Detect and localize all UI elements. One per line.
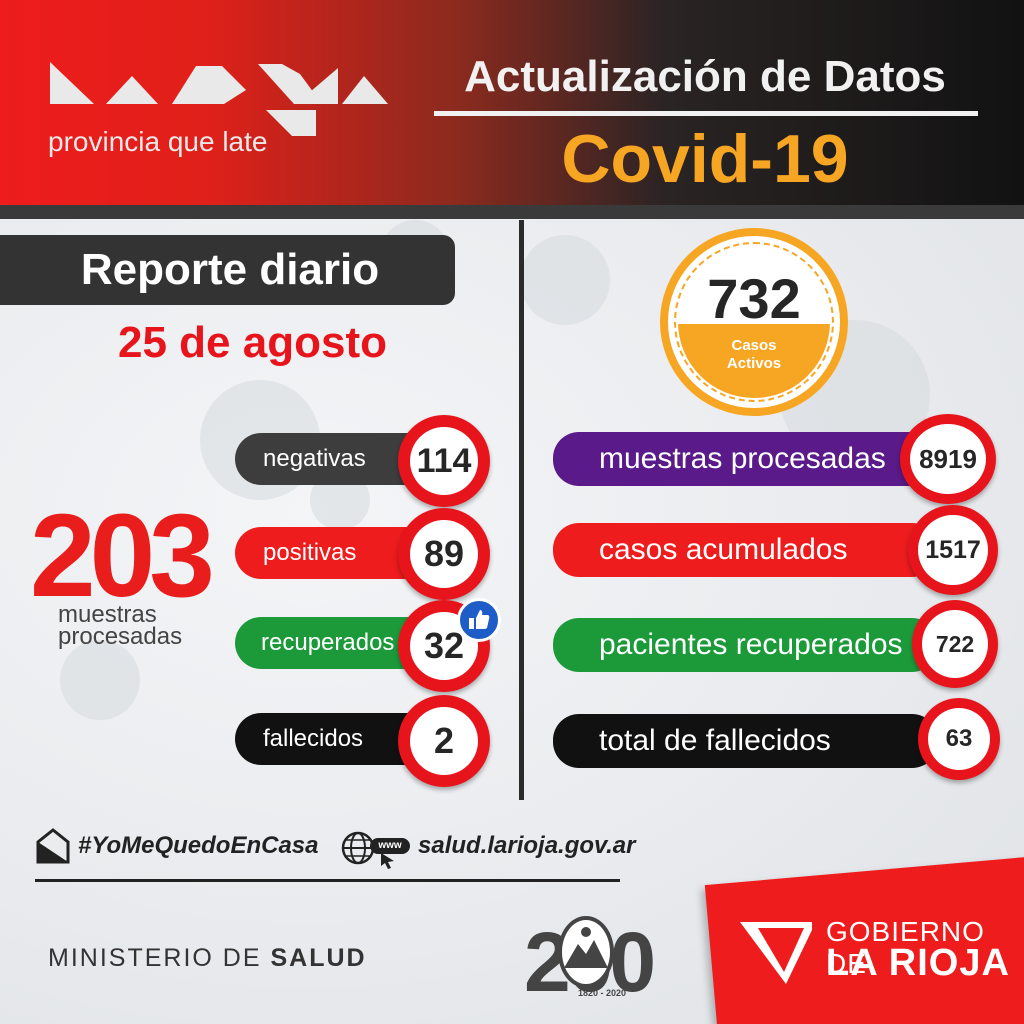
page-subtitle: Covid-19 xyxy=(561,121,849,197)
daily-total-label-line1: muestras xyxy=(58,601,157,628)
daily-item-value: 114 xyxy=(410,427,478,495)
total-item-casos: casos acumulados xyxy=(553,523,938,577)
title-divider xyxy=(434,111,978,116)
total-item-value: 722 xyxy=(922,610,988,678)
government-logo-icon xyxy=(738,918,814,992)
virus-decoration xyxy=(60,640,140,720)
www-badge-label: www xyxy=(378,840,402,851)
total-item-muestras: muestras procesadas xyxy=(553,432,938,486)
daily-item-value: 2 xyxy=(410,707,478,775)
report-title-box: Reporte diario xyxy=(0,235,455,305)
website-link[interactable]: salud.larioja.gov.ar xyxy=(418,832,636,859)
total-value-ring: 8919 xyxy=(900,414,996,504)
active-cases-value: 732 xyxy=(707,267,801,330)
total-value-ring: 1517 xyxy=(908,505,998,595)
daily-total: 203 xyxy=(30,490,215,622)
virus-decoration xyxy=(520,235,610,325)
column-divider xyxy=(519,220,524,800)
total-value-ring: 63 xyxy=(918,698,1000,780)
seal-years: 1820 - 2020 xyxy=(578,988,627,998)
daily-total-label: muestras procesadas xyxy=(58,601,183,650)
active-cases-dashed-ring xyxy=(674,242,834,402)
total-item-label: pacientes recuperados xyxy=(599,628,903,661)
ministry-bold: SALUD xyxy=(270,944,367,972)
active-cases-label: Casos Activos xyxy=(678,337,830,373)
total-value-ring: 722 xyxy=(912,600,998,688)
footer-divider xyxy=(35,879,620,882)
daily-value-ring: 114 xyxy=(398,415,490,507)
hashtag: #YoMeQuedoEnCasa xyxy=(78,832,319,859)
ministry-prefix: MINISTERIO DE xyxy=(48,944,271,972)
www-badge: www xyxy=(370,838,410,854)
daily-item-label: fallecidos xyxy=(263,725,364,752)
daily-item-label: recuperados xyxy=(261,629,395,656)
daily-total-label-line2: procesadas xyxy=(58,623,183,650)
active-cases-label-line1: Casos xyxy=(731,337,777,354)
government-line1: GOBIERNO DE xyxy=(826,916,985,979)
report-date: 25 de agosto xyxy=(118,318,387,367)
mountain-icon xyxy=(558,916,614,988)
daily-item-value: 32 xyxy=(410,612,478,680)
total-item-value: 8919 xyxy=(910,424,986,494)
total-item-value: 63 xyxy=(928,708,990,770)
total-item-fallecidos: total de fallecidos xyxy=(553,714,938,768)
report-title: Reporte diario xyxy=(80,245,380,294)
government-line2: LA RIOJA xyxy=(826,942,1010,984)
house-icon xyxy=(36,828,70,868)
header-shadow xyxy=(0,205,1024,219)
page-title: Actualización de Datos xyxy=(464,52,946,101)
logo-tagline: provincia que late xyxy=(48,126,268,157)
daily-item-label: positivas xyxy=(263,539,357,566)
daily-item-value: 89 xyxy=(410,520,478,588)
daily-value-ring: 32 xyxy=(398,600,490,692)
total-item-label: total de fallecidos xyxy=(599,724,831,757)
globe-icon xyxy=(340,830,376,870)
active-cases-label-line2: Activos xyxy=(726,355,782,372)
ministry-name: MINISTERIO DE SALUD xyxy=(48,944,367,973)
cursor-icon xyxy=(380,852,396,874)
daily-value-ring: 2 xyxy=(398,695,490,787)
total-item-label: casos acumulados xyxy=(599,533,848,566)
total-item-value: 1517 xyxy=(918,515,988,585)
daily-item-label: negativas xyxy=(263,445,366,472)
header-banner xyxy=(0,0,1024,205)
daily-value-ring: 89 xyxy=(398,508,490,600)
total-item-label: muestras procesadas xyxy=(599,442,886,475)
thumbs-up-icon xyxy=(457,598,501,642)
total-item-recuperados: pacientes recuperados xyxy=(553,618,938,672)
